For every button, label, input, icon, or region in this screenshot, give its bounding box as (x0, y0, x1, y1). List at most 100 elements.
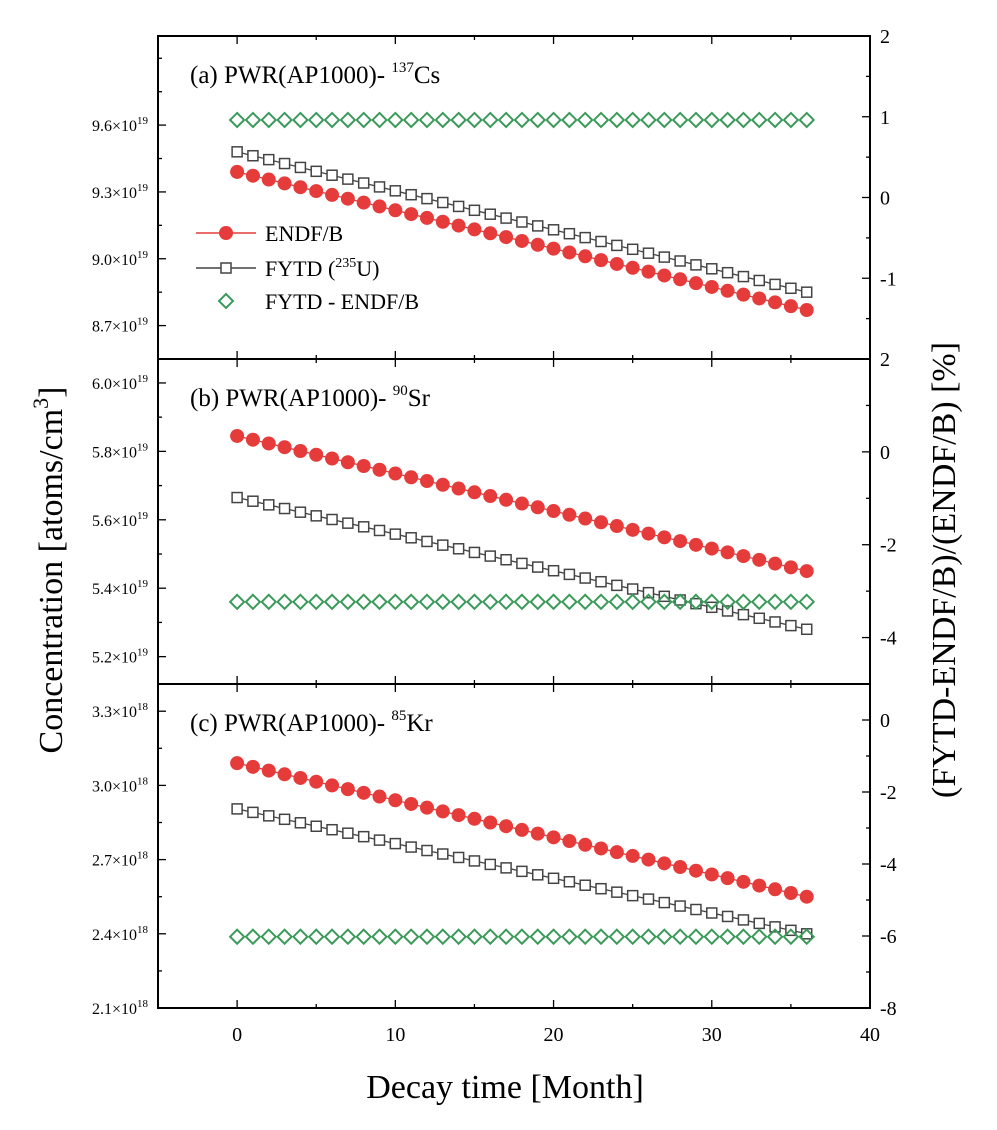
data-point (435, 477, 450, 492)
y-tick-label: 5.8×1019 (92, 441, 149, 461)
data-point (563, 568, 576, 581)
data-point (785, 282, 797, 295)
data-point (608, 111, 626, 129)
data-point (769, 921, 781, 933)
data-point (704, 279, 719, 294)
data-point (230, 428, 245, 443)
data-point (704, 541, 719, 556)
data-point (340, 782, 355, 797)
data-point (357, 830, 370, 843)
data-point (357, 521, 370, 533)
data-point (752, 552, 767, 567)
data-point (563, 876, 576, 888)
data-point (640, 928, 657, 946)
legend-item-fytd: FYTD (235U) (196, 256, 380, 281)
data-point (799, 889, 814, 904)
data-point (560, 593, 578, 611)
data-point (674, 255, 686, 267)
data-point (560, 928, 578, 946)
data-point (592, 928, 610, 946)
y2-tick-label: -6 (880, 926, 897, 948)
data-point (437, 848, 449, 860)
data-point (468, 546, 481, 559)
data-point (356, 195, 371, 210)
data-point (641, 852, 656, 867)
data-point (371, 593, 388, 611)
data-point (514, 496, 529, 511)
data-point (690, 259, 702, 271)
data-point (595, 575, 607, 588)
data-point (372, 789, 387, 804)
legend-label-endf: ENDF/B (265, 221, 343, 246)
data-point (452, 200, 465, 213)
data-point (531, 561, 544, 573)
data-point (435, 804, 450, 819)
data-point (608, 593, 626, 611)
y2-tick-label: 2 (880, 349, 890, 371)
data-point (452, 851, 465, 864)
data-point (688, 537, 703, 552)
data-point (326, 513, 338, 526)
y2-tick-label: 1 (880, 107, 890, 129)
data-point (466, 593, 483, 611)
data-point (342, 827, 354, 839)
data-point (578, 837, 593, 852)
data-point (769, 278, 781, 291)
data-point (721, 605, 734, 617)
panel-frame (157, 683, 871, 1009)
y2-tick-label: 0 (880, 710, 890, 732)
data-point (339, 593, 357, 611)
data-point (547, 224, 560, 236)
data-point (389, 837, 402, 850)
data-point (594, 253, 609, 268)
data-point (719, 593, 737, 611)
data-point (371, 111, 388, 129)
data-point (626, 889, 639, 902)
data-point (562, 507, 577, 522)
data-point (782, 928, 800, 946)
data-point (497, 593, 515, 611)
data-point (641, 264, 656, 279)
data-point (355, 928, 373, 946)
data-point (326, 169, 338, 181)
data-point (703, 593, 721, 611)
data-point (750, 593, 768, 611)
data-point (294, 161, 307, 174)
data-point (657, 530, 672, 545)
y-tick-label: 5.4×1019 (92, 578, 149, 598)
data-point (434, 593, 452, 611)
data-point (626, 243, 639, 256)
data-point (293, 180, 308, 195)
data-point (624, 593, 642, 611)
data-point (339, 111, 357, 129)
series-fytd (231, 146, 813, 298)
data-point (768, 882, 783, 897)
data-point (673, 272, 688, 287)
data-point (720, 871, 735, 886)
data-point (658, 896, 671, 909)
data-point (721, 266, 734, 279)
data-point (323, 593, 341, 611)
data-point (516, 865, 528, 878)
data-point (658, 251, 671, 263)
data-point (673, 534, 688, 549)
data-point (386, 593, 404, 611)
x-tick-label: 30 (702, 1024, 722, 1046)
data-point (753, 274, 765, 287)
data-point (687, 928, 705, 946)
data-point (736, 549, 751, 564)
data-point (529, 928, 547, 946)
data-point (798, 593, 816, 611)
data-point (450, 593, 468, 611)
y-tick-label: 9.3×1019 (92, 182, 149, 202)
data-point (576, 928, 594, 946)
data-point (323, 928, 341, 946)
data-point (499, 230, 514, 245)
data-point (277, 176, 292, 191)
data-point (388, 203, 403, 218)
data-point (228, 593, 246, 611)
data-point (578, 511, 593, 526)
data-point (500, 862, 512, 874)
data-point (671, 111, 689, 129)
